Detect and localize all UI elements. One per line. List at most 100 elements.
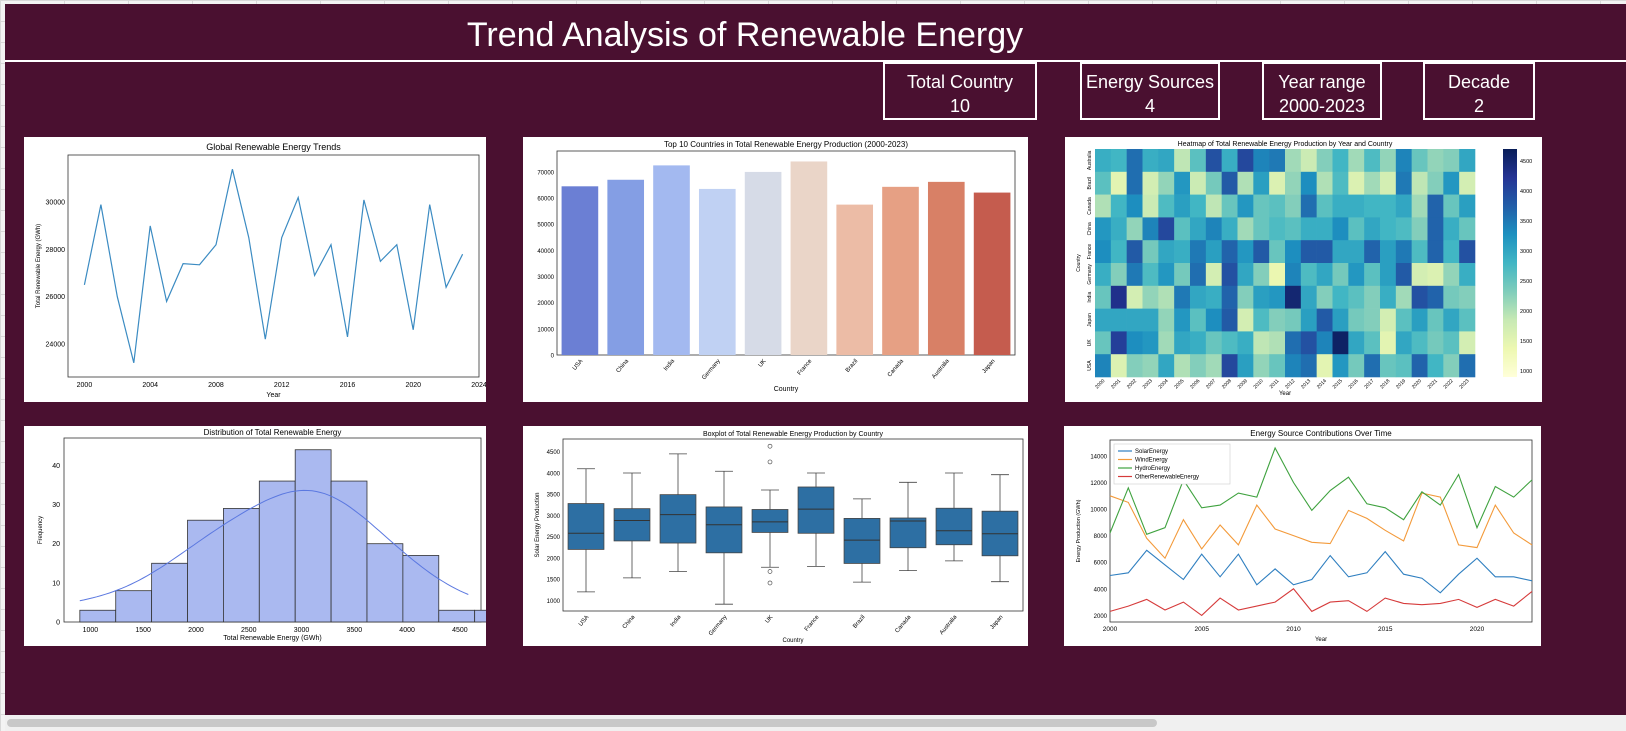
y-tick-label: 50000 [537, 223, 554, 229]
histogram-bar [187, 519, 224, 623]
chart-heatmap[interactable]: Heatmap of Total Renewable Energy Produc… [1065, 137, 1542, 402]
chart-global-trends[interactable]: Global Renewable Energy Trends 2000 2004 20… [24, 137, 486, 402]
x-tick-label: Brazil [845, 358, 859, 373]
heatmap-cell [1205, 285, 1222, 309]
heatmap-cell [1269, 240, 1286, 264]
histogram-bar [151, 562, 188, 623]
series-line [1109, 588, 1533, 617]
colorbar-tick-label: 1000 [1520, 369, 1532, 375]
heatmap-cell [1095, 217, 1112, 241]
x-tick-label: 2010 [1253, 378, 1265, 390]
bar [973, 192, 1011, 355]
horizontal-scrollbar[interactable] [5, 715, 1626, 731]
heatmap-cell [1364, 285, 1381, 309]
multi-line-chart-energy-sources: Energy Source Contributions Over Time 200… [1076, 429, 1533, 643]
heatmap-cell [1285, 354, 1302, 378]
y-tick-label: 26000 [46, 294, 66, 301]
kpi-label: Energy Sources [1085, 72, 1215, 92]
heatmap-cell [1237, 354, 1254, 378]
heatmap-cell [1443, 285, 1460, 309]
x-tick-label: Japan [982, 358, 997, 374]
bar [607, 179, 645, 355]
x-tick-label: 2005 [1195, 626, 1210, 633]
heatmap-cell [1221, 331, 1238, 355]
heatmap-cell [1174, 194, 1191, 218]
heatmap-cell [1142, 263, 1159, 287]
heatmap-cell [1158, 331, 1175, 355]
histogram-bar [223, 508, 260, 623]
heatmap-cell [1411, 331, 1428, 355]
heatmap-cell [1126, 217, 1143, 241]
heatmap-cell [1459, 308, 1476, 332]
chart-distribution[interactable]: Distribution of Total Renewable Energy 10… [24, 426, 486, 646]
x-tick-label: USA [572, 358, 585, 371]
heatmap-cell [1300, 217, 1317, 241]
outlier-point [767, 569, 773, 574]
bar [561, 186, 599, 355]
y-tick-label: USA [1087, 360, 1093, 371]
heatmap-cell [1443, 240, 1460, 264]
heatmap-cell [1285, 263, 1302, 287]
heatmap-cell [1364, 331, 1381, 355]
x-tick-label: 2016 [1348, 378, 1360, 390]
y-tick-label: 4000 [547, 471, 561, 477]
kpi-label: Year range [1278, 72, 1366, 92]
heatmap-cell [1237, 331, 1254, 355]
heatmap-cell [1269, 171, 1286, 195]
chart-title: Distribution of Total Renewable Energy [204, 428, 342, 437]
x-tick-label: 2021 [1427, 378, 1439, 390]
heatmap-cell [1142, 149, 1159, 173]
scrollbar-thumb[interactable] [7, 719, 1157, 727]
heatmap-cell [1427, 171, 1444, 195]
heatmap-cell [1395, 331, 1412, 355]
x-tick-label: 2012 [274, 382, 290, 389]
heatmap-cell [1459, 285, 1476, 309]
heatmap-cell [1142, 171, 1159, 195]
heatmap-cell [1110, 263, 1127, 287]
heatmap-cell [1332, 149, 1349, 173]
kpi-value: 10 [949, 96, 971, 116]
kde-curve [79, 489, 469, 602]
x-tick-label: 2001 [1110, 378, 1122, 390]
y-tick-label: 10000 [1090, 508, 1107, 514]
y-tick-label: 8000 [1094, 534, 1108, 540]
heatmap-cell [1348, 217, 1365, 241]
x-tick-label: UK [765, 614, 775, 624]
kpi-label: Total Country [906, 72, 1014, 92]
chart-top-countries[interactable]: Top 10 Countries in Total Renewable Ener… [523, 137, 1028, 402]
heatmap-cell [1269, 217, 1286, 241]
plot-frame [556, 150, 1016, 356]
heatmap-cell [1300, 354, 1317, 378]
heatmap-cell [1110, 171, 1127, 195]
heatmap-cell [1364, 217, 1381, 241]
histogram-bar [330, 480, 368, 623]
heatmap-cell [1443, 149, 1460, 173]
legend-box [1113, 443, 1231, 485]
chart-boxplot[interactable]: Boxplot of Total Renewable Energy Produc… [523, 426, 1028, 646]
heatmap-cell [1221, 354, 1238, 378]
x-axis-label: Country [782, 638, 803, 644]
heatmap-cell [1427, 240, 1444, 264]
box [613, 508, 651, 542]
heatmap-cell [1174, 308, 1191, 332]
dashboard-canvas: Trend Analysis of Renewable Energy Total… [5, 4, 1626, 715]
heatmap-cell [1142, 308, 1159, 332]
x-tick-label: 2024 [471, 382, 486, 389]
x-tick-label: 2018 [1379, 378, 1391, 390]
chart-energy-sources[interactable]: Energy Source Contributions Over Time 200… [1064, 426, 1541, 646]
bar [882, 186, 919, 355]
heatmap-cell [1158, 171, 1175, 195]
box [567, 503, 605, 550]
x-tick-label: Canada [887, 358, 906, 378]
heatmap-cell [1269, 285, 1286, 309]
heatmap-cell [1332, 240, 1349, 264]
heatmap-cell [1427, 331, 1444, 355]
x-tick-label: 2012 [1284, 378, 1296, 390]
heatmap-cell [1364, 171, 1381, 195]
heatmap-cell [1332, 308, 1349, 332]
x-axis-label: Year [1279, 391, 1291, 397]
x-tick-label: Japan [989, 614, 1004, 630]
y-tick-label: UK [1087, 339, 1093, 347]
heatmap-cell [1459, 149, 1476, 173]
heatmap-cell [1253, 308, 1270, 332]
